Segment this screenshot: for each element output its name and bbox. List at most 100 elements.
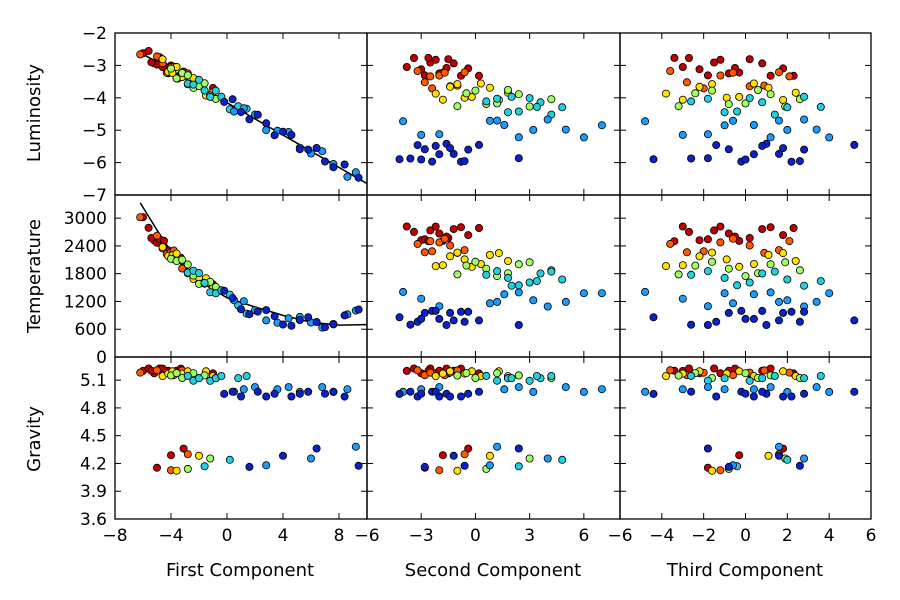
- point-navy: [775, 149, 784, 158]
- point-sky: [229, 107, 238, 116]
- point-red: [703, 235, 712, 244]
- point-yellow: [749, 259, 758, 268]
- point-lime: [453, 102, 462, 111]
- point-cyan: [514, 281, 523, 290]
- point-orange: [666, 239, 675, 248]
- point-cyan: [525, 376, 534, 385]
- point-navy: [262, 119, 271, 128]
- point-sky: [749, 290, 758, 299]
- point-sky: [284, 314, 293, 323]
- point-red: [449, 225, 458, 234]
- point-sky: [543, 454, 552, 463]
- point-sky: [775, 116, 784, 125]
- point-navy: [428, 157, 437, 166]
- point-red: [670, 53, 679, 62]
- point-navy: [850, 140, 859, 149]
- point-yellow: [485, 83, 494, 92]
- point-orange: [426, 72, 435, 81]
- point-navy: [474, 316, 483, 325]
- panel-points: [395, 364, 606, 475]
- point-yellow: [503, 256, 512, 265]
- point-navy: [270, 312, 279, 321]
- point-lime: [183, 260, 192, 269]
- point-yellow: [779, 96, 788, 105]
- point-cyan: [200, 86, 209, 95]
- point-red: [152, 463, 161, 472]
- point-sky: [775, 297, 784, 306]
- point-red: [409, 227, 418, 236]
- point-navy: [431, 306, 440, 315]
- point-cyan: [800, 92, 809, 101]
- point-cyan: [194, 374, 203, 383]
- point-orange: [420, 248, 429, 257]
- point-navy: [460, 317, 469, 326]
- point-yellow: [431, 262, 440, 271]
- point-navy: [850, 316, 859, 325]
- point-sky: [561, 297, 570, 306]
- panel-points: [395, 53, 606, 166]
- panel-points: [641, 222, 859, 329]
- point-cyan: [507, 281, 516, 290]
- point-orange: [440, 68, 449, 77]
- point-navy: [304, 387, 313, 396]
- point-orange: [428, 247, 437, 256]
- point-yellow: [695, 252, 704, 261]
- point-navy: [687, 387, 696, 396]
- point-lime: [525, 258, 534, 267]
- point-cyan: [687, 371, 696, 380]
- point-sky: [597, 385, 606, 394]
- point-sky: [641, 117, 650, 126]
- point-red: [444, 55, 453, 64]
- point-sky: [399, 287, 408, 296]
- point-red: [438, 451, 447, 460]
- point-lime: [691, 261, 700, 270]
- point-cyan: [783, 103, 792, 112]
- point-sky: [417, 294, 426, 303]
- point-yellow: [431, 372, 440, 381]
- point-navy: [741, 389, 750, 398]
- point-sky: [262, 461, 271, 470]
- point-navy: [460, 157, 469, 166]
- point-sky: [729, 299, 738, 308]
- ytick-label: 4.8: [80, 399, 107, 419]
- point-orange: [460, 450, 469, 459]
- point-navy: [446, 144, 455, 153]
- point-red: [144, 223, 153, 232]
- point-sky: [749, 121, 758, 130]
- point-cyan: [720, 374, 729, 383]
- point-sky: [500, 385, 509, 394]
- point-lime: [766, 90, 775, 99]
- point-cyan: [816, 371, 825, 380]
- point-navy: [395, 155, 404, 164]
- point-cyan: [770, 371, 779, 380]
- point-sky: [800, 115, 809, 124]
- point-navy: [253, 307, 262, 316]
- point-yellow: [779, 367, 788, 376]
- point-sky: [493, 442, 502, 451]
- point-navy: [320, 323, 329, 332]
- point-lime: [795, 266, 804, 275]
- point-sky: [514, 383, 523, 392]
- point-navy: [787, 307, 796, 316]
- point-sky: [825, 133, 834, 142]
- point-cyan: [547, 267, 556, 276]
- point-sky: [597, 289, 606, 298]
- point-navy: [340, 160, 349, 169]
- xtick-label: −8: [102, 526, 127, 546]
- point-yellow: [764, 83, 773, 92]
- point-lime: [708, 86, 717, 95]
- point-cyan: [503, 273, 512, 282]
- point-red: [766, 223, 775, 232]
- point-navy: [420, 308, 429, 317]
- ytick-label: 3.6: [80, 510, 107, 530]
- xlabel-third-component: Third Component: [666, 560, 823, 581]
- point-lime: [183, 464, 192, 473]
- ytick-label: 3000: [64, 209, 107, 229]
- point-sky: [800, 454, 809, 463]
- point-red: [716, 222, 725, 231]
- point-cyan: [720, 108, 729, 117]
- point-red: [424, 53, 433, 62]
- point-lime: [691, 89, 700, 98]
- point-navy: [304, 145, 313, 154]
- point-red: [685, 227, 694, 236]
